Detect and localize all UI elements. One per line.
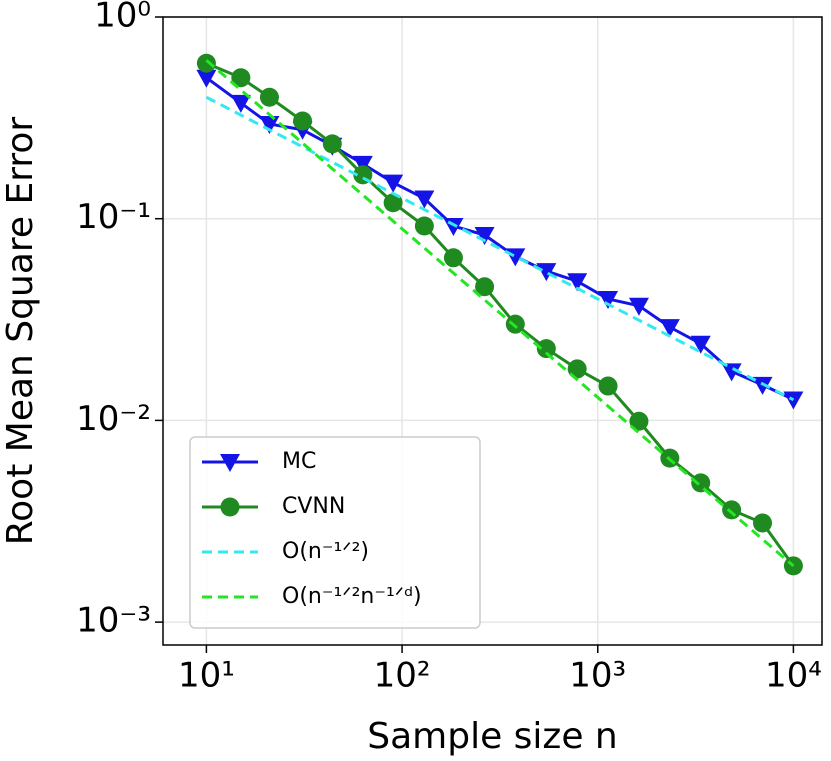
point bbox=[474, 227, 495, 246]
point bbox=[259, 87, 279, 107]
x-tick-label: 10² bbox=[374, 656, 431, 696]
legend-marker bbox=[220, 454, 240, 472]
point bbox=[536, 339, 556, 359]
y-tick-label: 10⁻² bbox=[76, 399, 151, 439]
legend-label: MC bbox=[282, 449, 316, 474]
point bbox=[722, 500, 742, 520]
point bbox=[443, 248, 463, 268]
legend-label: CVNN bbox=[282, 494, 345, 519]
point bbox=[629, 411, 649, 431]
point bbox=[414, 216, 434, 236]
legend: MC CVNN O(n⁻¹ᐟ²) O(n⁻¹ᐟ²n⁻¹ᐟᵈ) bbox=[189, 436, 481, 629]
point bbox=[752, 376, 773, 395]
point bbox=[628, 297, 649, 316]
point bbox=[598, 376, 618, 396]
point bbox=[721, 363, 742, 382]
point bbox=[598, 290, 619, 309]
y-tick-label: 10⁰ bbox=[94, 0, 151, 36]
legend-frame bbox=[189, 436, 481, 629]
point bbox=[536, 263, 557, 282]
point bbox=[475, 277, 495, 297]
y-axis-label: Root Mean Square Error bbox=[0, 117, 41, 546]
point bbox=[231, 68, 251, 88]
point bbox=[691, 473, 711, 493]
point bbox=[293, 111, 313, 131]
point bbox=[505, 248, 526, 267]
y-tick-label: 10⁻³ bbox=[76, 601, 151, 641]
y-tick-label: 10⁻¹ bbox=[76, 197, 151, 237]
x-axis-label: Sample size n bbox=[367, 716, 618, 757]
x-tick-label: 10³ bbox=[569, 656, 626, 696]
point bbox=[753, 513, 773, 533]
point bbox=[383, 174, 404, 193]
point bbox=[414, 190, 435, 209]
point bbox=[505, 314, 525, 334]
point bbox=[383, 193, 403, 213]
reference-line bbox=[205, 59, 795, 568]
x-tick-label: 10⁴ bbox=[765, 656, 822, 696]
legend-marker bbox=[220, 497, 240, 517]
point bbox=[352, 155, 373, 174]
point bbox=[259, 115, 280, 134]
point bbox=[783, 391, 804, 410]
point bbox=[196, 53, 216, 73]
point bbox=[322, 134, 342, 154]
legend-label: O(n⁻¹ᐟ²n⁻¹ᐟᵈ) bbox=[282, 584, 422, 609]
point bbox=[659, 319, 680, 338]
point bbox=[783, 556, 803, 576]
point bbox=[567, 273, 588, 292]
legend-label: O(n⁻¹ᐟ²) bbox=[282, 539, 369, 564]
point bbox=[690, 335, 711, 354]
reference-line bbox=[205, 95, 795, 402]
point bbox=[196, 69, 217, 88]
plot-frame bbox=[162, 16, 823, 646]
x-tick-label: 10¹ bbox=[178, 656, 235, 696]
point bbox=[230, 94, 251, 113]
